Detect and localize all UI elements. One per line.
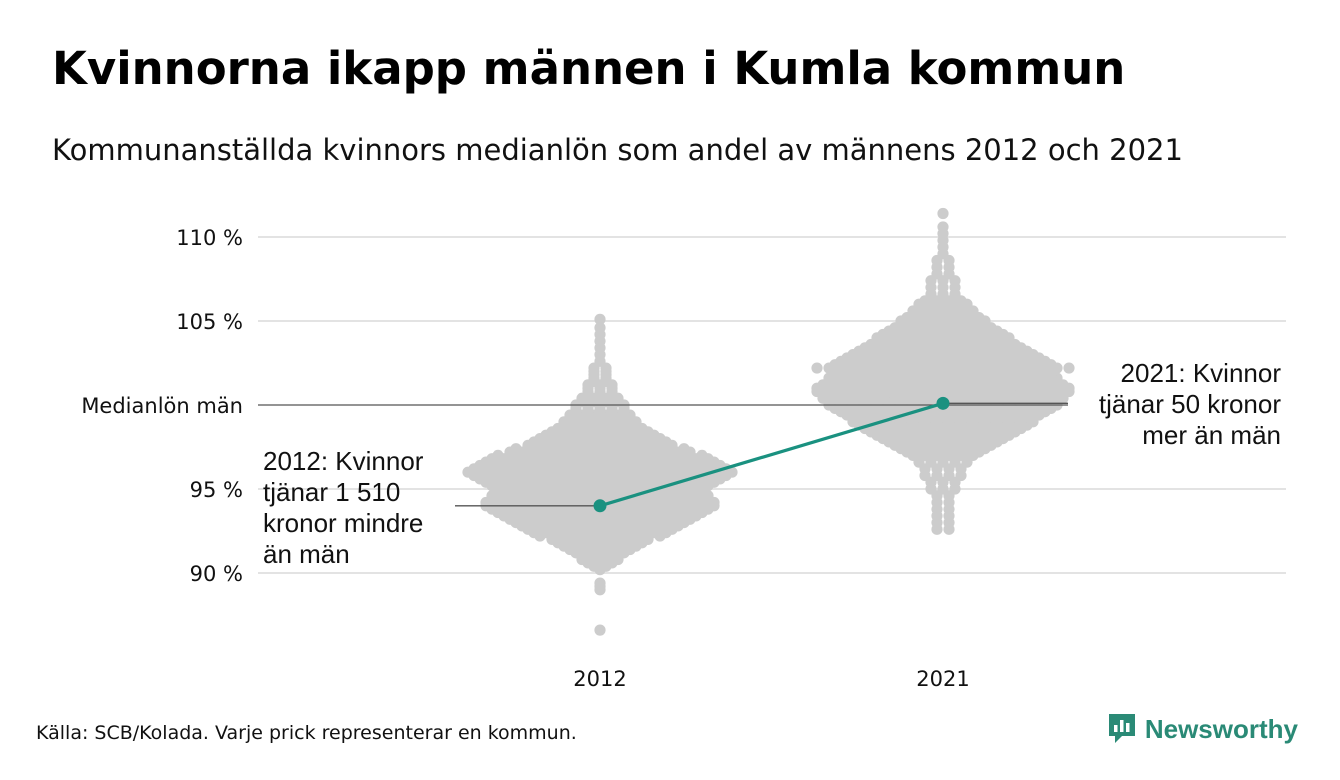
x-tick-label: 2012	[573, 667, 626, 691]
municipality-dot	[937, 221, 949, 233]
kumla-line	[599, 401, 944, 508]
grid-lines	[258, 236, 1286, 574]
municipality-dot	[678, 443, 690, 455]
kumla-point	[593, 499, 607, 513]
annotation-2012-line: kronor mindre	[263, 508, 423, 538]
newsworthy-logo-icon	[1108, 714, 1135, 743]
brand-name: Newsworthy	[1144, 713, 1298, 744]
chart-title: Kvinnorna ikapp männen i Kumla kommun	[52, 42, 1126, 95]
y-tick-label: 95 %	[190, 478, 243, 502]
y-tick-label: Medianlön män	[81, 394, 243, 418]
municipality-dots	[462, 207, 1075, 636]
municipality-dot	[594, 322, 606, 334]
kumla-point	[936, 396, 950, 410]
municipality-dot	[937, 207, 949, 220]
y-tick-label: 110 %	[176, 226, 243, 250]
annotation-2012-line: 2012: Kvinnor	[263, 446, 424, 476]
annotation-2021-line: tjänar 50 kronor	[1099, 389, 1281, 419]
annotation-2021-line: mer än män	[1142, 420, 1281, 450]
x-axis-labels: 2012 2021	[573, 667, 969, 691]
annotation-2012-line: än män	[263, 539, 350, 569]
source-note: Källa: SCB/Kolada. Varje prick represent…	[36, 722, 577, 744]
annotation-leader-lines	[455, 402, 1068, 507]
chart-subtitle: Kommunanställda kvinnors medianlön som a…	[52, 133, 1183, 167]
municipality-dot	[696, 449, 708, 461]
y-tick-label: 105 %	[176, 310, 243, 334]
municipality-dot	[510, 443, 522, 455]
municipality-dot	[594, 577, 606, 589]
municipality-dot	[492, 449, 504, 461]
municipality-dot	[594, 624, 606, 636]
municipality-dot	[811, 362, 823, 374]
annotation-2021-line: 2021: Kvinnor	[1121, 358, 1282, 388]
kumla-series	[593, 396, 950, 513]
brand-logo[interactable]: Newsworthy	[1107, 712, 1298, 746]
y-tick-label: 90 %	[190, 562, 243, 586]
y-axis-labels: 90 % 95 % Medianlön män 105 % 110 %	[81, 226, 243, 586]
municipality-dot	[594, 313, 606, 325]
municipality-dot	[1063, 362, 1075, 374]
annotation-2012-line: tjänar 1 510	[263, 477, 400, 507]
x-tick-label: 2021	[916, 667, 969, 691]
